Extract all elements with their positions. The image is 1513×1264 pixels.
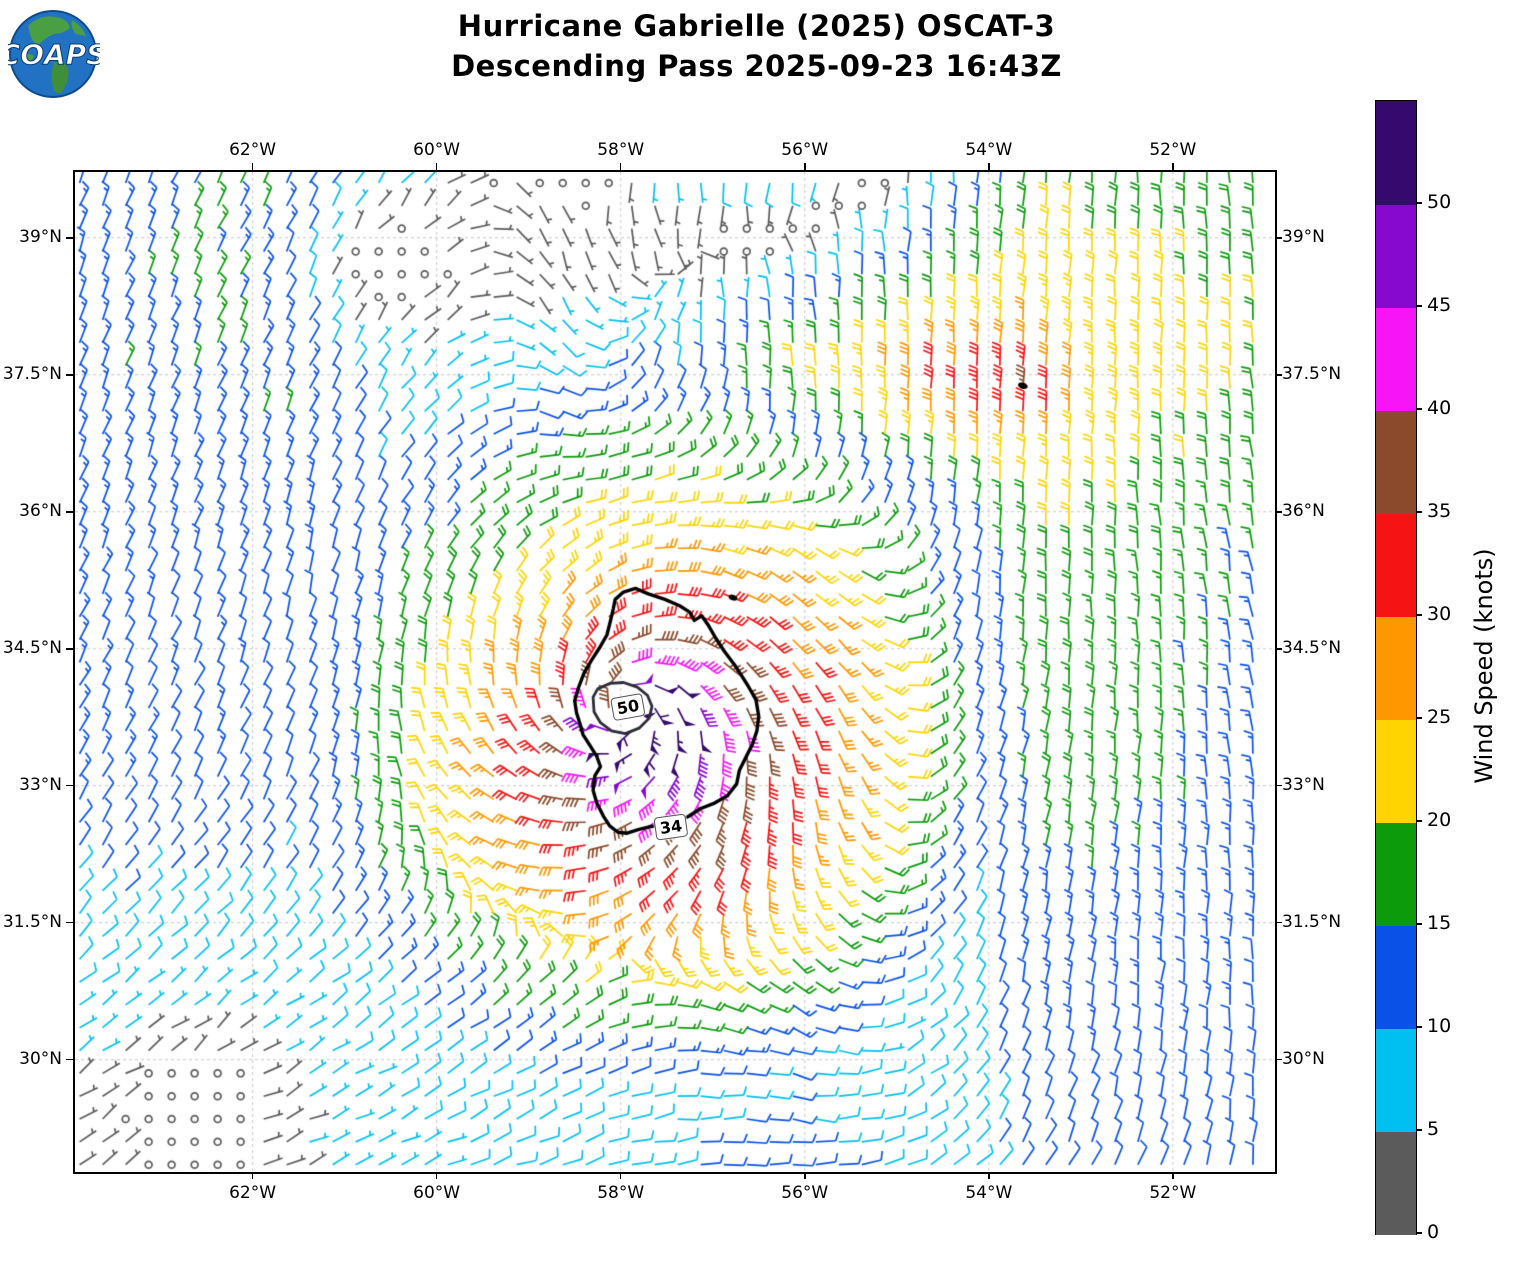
colorbar-segment-25-30 — [1376, 616, 1416, 720]
lon-tick-label-bottom: 62°W — [229, 1183, 277, 1203]
colorbar-tick-label: 15 — [1427, 912, 1452, 934]
lat-tick-mark-right — [1275, 510, 1282, 513]
lat-tick-mark-right — [1275, 921, 1282, 924]
lon-tick-label-bottom: 52°W — [1149, 1183, 1197, 1203]
colorbar-segment-35-40 — [1376, 410, 1416, 514]
lat-tick-label-left: 36°N — [19, 500, 62, 521]
colorbar-tick-label: 40 — [1427, 397, 1452, 419]
lat-tick-mark-left — [66, 647, 73, 650]
lon-tick-label-top: 58°W — [597, 140, 645, 160]
colorbar-tick-label: 20 — [1427, 809, 1452, 831]
colorbar-segment-30-35 — [1376, 513, 1416, 617]
lat-tick-mark-right — [1275, 784, 1282, 787]
colorbar-segment-45-50 — [1376, 204, 1416, 308]
plot-title-line2: Descending Pass 2025-09-23 16:43Z — [451, 49, 1062, 84]
plot-title-line1: Hurricane Gabrielle (2025) OSCAT-3 — [457, 9, 1056, 43]
colorbar-tick-label: 10 — [1427, 1015, 1452, 1037]
colorbar-tick-mark — [1416, 717, 1422, 719]
colorbar-segment-0-5 — [1376, 1131, 1416, 1235]
colorbar-segment-40-45 — [1376, 307, 1416, 411]
lon-tick-label-bottom: 54°W — [965, 1183, 1013, 1203]
colorbar-tick-mark — [1416, 614, 1422, 616]
coaps-logo-text: COAPS — [8, 38, 100, 71]
lat-tick-mark-left — [66, 1058, 73, 1061]
colorbar-tick-label: 30 — [1427, 603, 1452, 625]
colorbar — [1375, 100, 1417, 1235]
plot-title: Hurricane Gabrielle (2025) OSCAT-3 Desce… — [120, 6, 1393, 86]
colorbar-tick-mark — [1416, 408, 1422, 410]
lat-tick-label-left: 33°N — [19, 774, 62, 795]
colorbar-tick-label: 5 — [1427, 1118, 1440, 1140]
lon-tick-mark-top — [1172, 163, 1174, 170]
contour-label-34: 34 — [653, 813, 689, 841]
lat-tick-mark-left — [66, 921, 73, 924]
coaps-globe-icon: COAPS — [0, 10, 107, 98]
lon-tick-label-top: 54°W — [965, 140, 1013, 160]
colorbar-segment-5-10 — [1376, 1028, 1416, 1132]
colorbar-tick-mark — [1416, 820, 1422, 822]
lat-tick-label-left: 31.5°N — [2, 911, 62, 932]
lat-tick-mark-right — [1275, 647, 1282, 650]
lon-tick-label-top: 52°W — [1149, 140, 1197, 160]
lon-tick-mark-bottom — [803, 1172, 806, 1179]
lon-tick-mark-bottom — [1172, 1172, 1174, 1179]
colorbar-segment-20-25 — [1376, 719, 1416, 823]
lon-tick-mark-top — [988, 163, 990, 170]
colorbar-tick-mark — [1416, 305, 1422, 307]
lon-tick-mark-top — [251, 163, 254, 170]
lat-tick-mark-left — [66, 373, 73, 376]
lon-tick-mark-bottom — [988, 1172, 990, 1179]
colorbar-tick-mark — [1416, 1232, 1422, 1234]
map-plot: 34 50 — [73, 170, 1277, 1174]
lon-tick-mark-top — [435, 163, 438, 170]
lat-tick-label-right: 33°N — [1282, 774, 1325, 795]
lon-tick-mark-top — [619, 163, 622, 170]
lat-tick-mark-left — [66, 236, 73, 239]
lon-tick-label-top: 56°W — [781, 140, 829, 160]
colorbar-segment-10-15 — [1376, 925, 1416, 1029]
lon-tick-label-bottom: 56°W — [781, 1183, 829, 1203]
colorbar-tick-label: 0 — [1427, 1221, 1440, 1243]
lon-tick-label-top: 60°W — [413, 140, 461, 160]
lon-tick-label-top: 62°W — [229, 140, 277, 160]
colorbar-tick-mark — [1416, 1129, 1422, 1131]
colorbar-tick-mark — [1416, 511, 1422, 513]
lon-tick-label-bottom: 58°W — [597, 1183, 645, 1203]
lon-tick-mark-bottom — [435, 1172, 438, 1179]
lat-tick-label-right: 30°N — [1282, 1048, 1325, 1069]
lat-tick-label-left: 30°N — [19, 1048, 62, 1069]
lon-tick-mark-bottom — [619, 1172, 622, 1179]
lat-tick-label-right: 34.5°N — [1282, 637, 1342, 658]
colorbar-tick-mark — [1416, 923, 1422, 925]
colorbar-segment-50-55 — [1376, 101, 1416, 205]
lat-tick-mark-right — [1275, 373, 1282, 376]
lat-tick-mark-left — [66, 510, 73, 513]
colorbar-tick-label: 25 — [1427, 706, 1452, 728]
colorbar-tick-label: 45 — [1427, 294, 1452, 316]
lat-tick-label-left: 37.5°N — [2, 363, 62, 384]
lon-tick-mark-bottom — [251, 1172, 254, 1179]
lat-tick-mark-right — [1275, 236, 1282, 239]
coaps-logo: COAPS — [0, 4, 107, 104]
lat-tick-label-right: 37.5°N — [1282, 363, 1342, 384]
lat-tick-label-right: 36°N — [1282, 500, 1325, 521]
lat-tick-label-right: 31.5°N — [1282, 911, 1342, 932]
lon-tick-label-bottom: 60°W — [413, 1183, 461, 1203]
lat-tick-label-left: 39°N — [19, 226, 62, 247]
lat-tick-label-right: 39°N — [1282, 226, 1325, 247]
lat-tick-mark-right — [1275, 1058, 1282, 1061]
colorbar-tick-mark — [1416, 202, 1422, 204]
colorbar-tick-label: 35 — [1427, 500, 1452, 522]
wind-barb-canvas — [75, 172, 1275, 1172]
colorbar-tick-label: 50 — [1427, 191, 1452, 213]
colorbar-segment-15-20 — [1376, 822, 1416, 926]
lat-tick-mark-left — [66, 784, 73, 787]
lon-tick-mark-top — [803, 163, 806, 170]
colorbar-title: Wind Speed (knots) — [1470, 548, 1498, 784]
colorbar-tick-mark — [1416, 1026, 1422, 1028]
lat-tick-label-left: 34.5°N — [2, 637, 62, 658]
